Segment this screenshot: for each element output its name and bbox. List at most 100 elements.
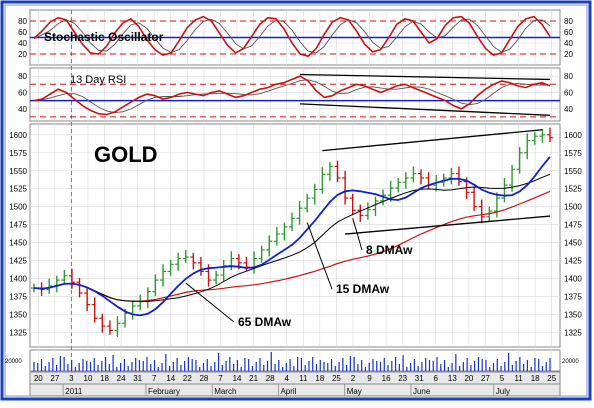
date-tick-label: 18 bbox=[531, 374, 540, 383]
y-tick-label-left: 1400 bbox=[9, 275, 27, 284]
date-tick-label: 28 bbox=[199, 374, 208, 383]
y-tick-label-left: 1525 bbox=[9, 185, 27, 194]
date-tick-label: 13 bbox=[448, 374, 457, 383]
ma65-label: 65 DMAw bbox=[238, 315, 292, 329]
date-tick-label: 25 bbox=[332, 374, 341, 383]
y-tick-label-right: 1325 bbox=[564, 329, 582, 338]
y-tick-label-right: 1500 bbox=[564, 203, 582, 212]
volume-left-tick: 20000 bbox=[5, 359, 22, 365]
date-tick-label: 10 bbox=[84, 374, 93, 383]
axis-labels: 20 27 3 10 18 24 31 7 14 22 28 7 14 21 28 4 11 18 25 2 9 16 23… bbox=[9, 17, 582, 396]
month-label: February bbox=[148, 387, 180, 396]
date-tick-label: 5 bbox=[500, 374, 505, 383]
y-tick-label-left: 20 bbox=[18, 50, 27, 59]
y-tick-label-left: 1550 bbox=[9, 167, 27, 176]
month-axis-strip bbox=[29, 383, 561, 397]
y-tick-label-right: 80 bbox=[564, 17, 573, 26]
date-tick-label: 31 bbox=[133, 374, 142, 383]
ma15-line bbox=[33, 173, 551, 302]
y-tick-label-left: 1325 bbox=[9, 329, 27, 338]
y-tick-label-left: 1600 bbox=[9, 131, 27, 140]
y-tick-label-right: 1450 bbox=[564, 239, 582, 248]
stochastic-label: Stochastic Oscillator bbox=[44, 30, 164, 44]
date-tick-label: 20 bbox=[34, 374, 43, 383]
y-tick-label-right: 1525 bbox=[564, 185, 582, 194]
date-tick-label: 3 bbox=[69, 374, 74, 383]
y-tick-label-right: 1400 bbox=[564, 275, 582, 284]
price-layer bbox=[31, 127, 553, 337]
y-tick-label-right: 40 bbox=[564, 39, 573, 48]
y-tick-label-left: 80 bbox=[18, 72, 27, 81]
price-lower-trendline bbox=[345, 215, 551, 235]
rsi-upper-trendline bbox=[300, 73, 551, 81]
date-tick-label: 11 bbox=[514, 374, 523, 383]
chart-title: GOLD bbox=[94, 142, 158, 167]
date-tick-label: 18 bbox=[100, 374, 109, 383]
y-tick-label-left: 60 bbox=[18, 88, 27, 97]
y-tick-label-right: 1600 bbox=[564, 131, 582, 140]
y-tick-label-right: 1550 bbox=[564, 167, 582, 176]
y-tick-label-left: 1425 bbox=[9, 257, 27, 266]
volume-right-tick: 20000 bbox=[562, 359, 579, 365]
y-tick-label-left: 1375 bbox=[9, 293, 27, 302]
date-tick-label: 31 bbox=[415, 374, 424, 383]
y-tick-label-left: 40 bbox=[18, 39, 27, 48]
y-tick-label-right: 80 bbox=[564, 72, 573, 81]
y-tick-label-left: 1500 bbox=[9, 203, 27, 212]
y-tick-label-left: 1450 bbox=[9, 239, 27, 248]
rsi-lower-trendline bbox=[300, 103, 551, 116]
volume-layer bbox=[33, 352, 551, 371]
date-tick-label: 27 bbox=[481, 374, 490, 383]
y-tick-label-left: 40 bbox=[18, 105, 27, 114]
y-tick-label-right: 20 bbox=[564, 50, 573, 59]
ma65-leader bbox=[185, 282, 235, 323]
month-label: 2011 bbox=[65, 387, 83, 396]
date-tick-label: 7 bbox=[152, 374, 157, 383]
y-tick-label-left: 60 bbox=[18, 28, 27, 37]
ma8-line bbox=[33, 156, 551, 317]
y-tick-label-left: 1475 bbox=[9, 221, 27, 230]
date-tick-label: 22 bbox=[183, 374, 192, 383]
y-tick-label-right: 1350 bbox=[564, 311, 582, 320]
date-tick-label: 16 bbox=[382, 374, 391, 383]
stochastic-layer bbox=[30, 15, 560, 58]
y-tick-label-right: 1375 bbox=[564, 293, 582, 302]
date-tick-label: 14 bbox=[166, 374, 175, 383]
date-tick-label: 9 bbox=[367, 374, 372, 383]
date-tick-label: 20 bbox=[464, 374, 473, 383]
rsi-label: 13 Day RSI bbox=[70, 74, 126, 86]
ma8-leader bbox=[352, 218, 363, 251]
month-label: March bbox=[214, 387, 236, 396]
rsi-line bbox=[33, 75, 551, 116]
y-tick-label-right: 1425 bbox=[564, 257, 582, 266]
price-panel bbox=[29, 123, 561, 348]
y-tick-label-left: 1575 bbox=[9, 149, 27, 158]
date-tick-label: 23 bbox=[398, 374, 407, 383]
date-tick-label: 27 bbox=[50, 374, 59, 383]
y-tick-label-left: 1350 bbox=[9, 311, 27, 320]
date-tick-label: 28 bbox=[266, 374, 275, 383]
y-tick-label-right: 40 bbox=[564, 105, 573, 114]
rsi-layer bbox=[30, 73, 560, 118]
date-tick-label: 6 bbox=[434, 374, 439, 383]
rsi-signal-line bbox=[33, 79, 550, 114]
y-tick-label-right: 1575 bbox=[564, 149, 582, 158]
date-tick-label: 14 bbox=[233, 374, 242, 383]
date-tick-label: 21 bbox=[249, 374, 258, 383]
date-tick-label: 7 bbox=[218, 374, 223, 383]
month-label: May bbox=[347, 387, 362, 396]
ma15-label: 15 DMAw bbox=[336, 282, 390, 296]
ma15-leader bbox=[306, 222, 333, 290]
ma8-label: 8 DMAw bbox=[366, 243, 413, 257]
date-tick-label: 4 bbox=[284, 374, 289, 383]
month-label: April bbox=[280, 387, 296, 396]
y-tick-label-right: 60 bbox=[564, 28, 573, 37]
month-label: June bbox=[413, 387, 431, 396]
date-tick-label: 24 bbox=[117, 374, 126, 383]
date-tick-label: 11 bbox=[299, 374, 308, 383]
grid-lines bbox=[30, 10, 560, 371]
month-label: July bbox=[496, 387, 510, 396]
date-tick-label: 2 bbox=[351, 374, 356, 383]
